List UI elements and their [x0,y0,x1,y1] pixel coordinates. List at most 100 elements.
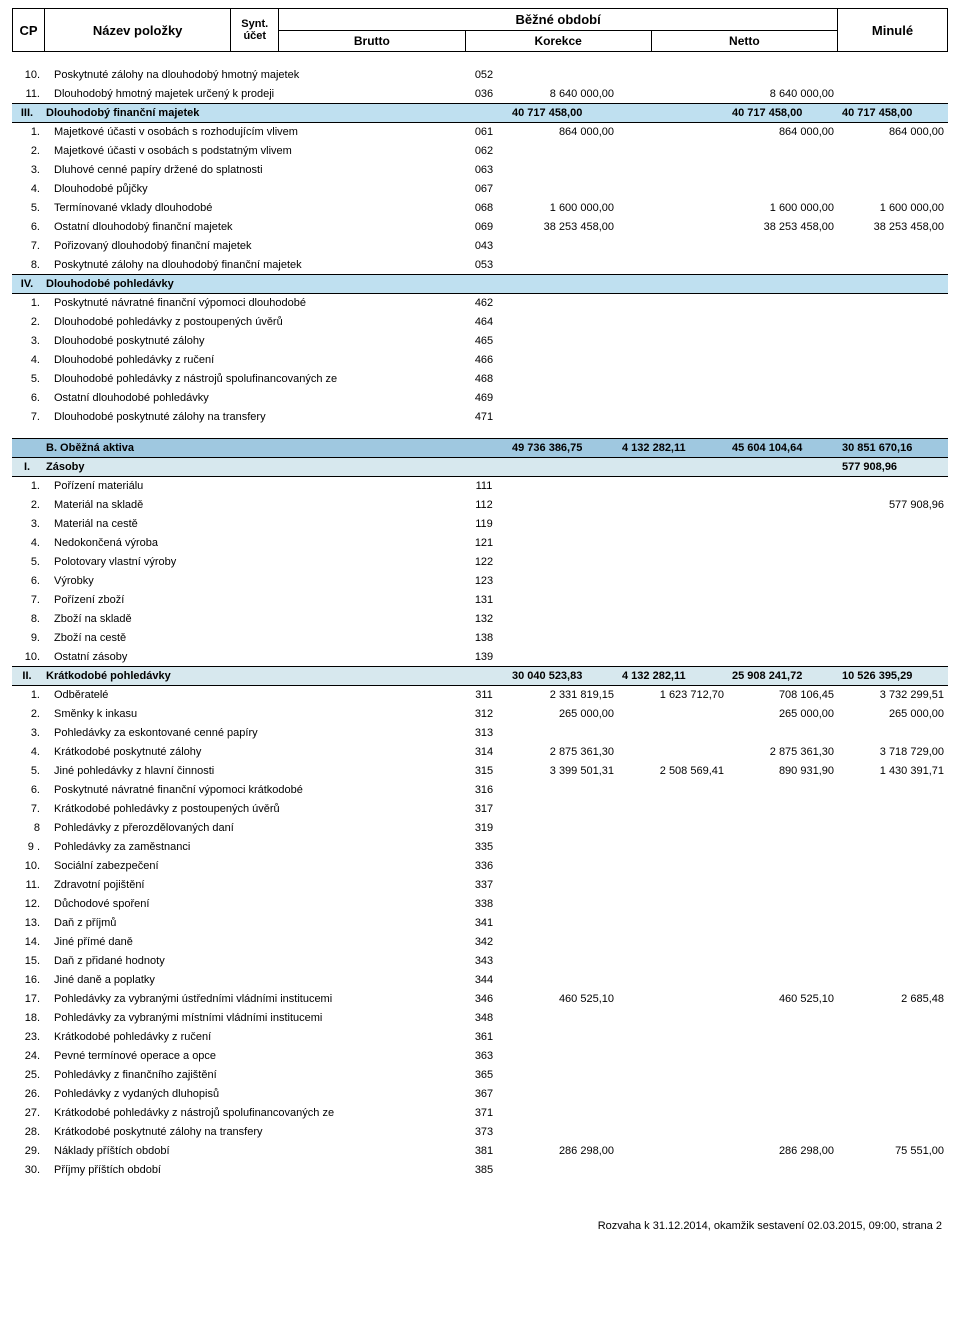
synt-line2: účet [235,30,274,42]
row-netto [728,1104,838,1123]
row-acct: 138 [460,629,508,648]
row-netto [728,332,838,351]
row-netto [728,1161,838,1180]
row-minule [838,370,948,389]
row-minule [838,313,948,332]
row-brutto [508,1047,618,1066]
row-number: 27. [12,1104,42,1123]
row-acct: 043 [460,237,508,256]
row-label: Pohledávky z přerozdělovaných daní [50,819,460,838]
row-number: 29. [12,1142,42,1161]
section-brutto [508,458,618,477]
section-acct [460,458,508,477]
row-number: 3. [12,515,42,534]
row-minule [838,180,948,199]
row-acct: 338 [460,895,508,914]
row-number: 10. [12,66,42,85]
section-roman: II. [12,667,42,686]
section-brutto: 40 717 458,00 [508,104,618,123]
row-brutto [508,1028,618,1047]
table-row: 6.Poskytnuté návratné finanční výpomoci … [12,781,948,800]
row-label: Příjmy příštích období [50,1161,460,1180]
section-roman: IV. [12,275,42,294]
table-row: 14.Jiné přímé daně342 [12,933,948,952]
row-label: Pohledávky za vybranými místními vládním… [50,1009,460,1028]
row-number: 3. [12,724,42,743]
row-minule [838,1066,948,1085]
row-acct: 363 [460,1047,508,1066]
row-brutto [508,515,618,534]
row-acct: 112 [460,496,508,515]
section-minule: 10 526 395,29 [838,667,948,686]
table-row: 2.Materiál na skladě112577 908,96 [12,496,948,515]
table-row: 4.Dlouhodobé pohledávky z ručení466 [12,351,948,370]
table-row: 10.Poskytnuté zálohy na dlouhodobý hmotn… [12,66,948,85]
row-netto [728,142,838,161]
row-number: 10. [12,857,42,876]
section-row: B. Oběžná aktiva49 736 386,754 132 282,1… [12,439,948,458]
row-netto [728,294,838,313]
section-netto: 45 604 104,64 [728,439,838,458]
section-minule: 577 908,96 [838,458,948,477]
row-number: 9. [12,629,42,648]
row-netto: 708 106,45 [728,686,838,705]
table-row: 6.Výrobky123 [12,572,948,591]
row-label: Termínované vklady dlouhodobé [50,199,460,218]
row-brutto [508,408,618,427]
table-row: 4.Nedokončená výroba121 [12,534,948,553]
row-minule [838,553,948,572]
row-brutto [508,1066,618,1085]
row-acct: 464 [460,313,508,332]
row-label: Daň z přidané hodnoty [50,952,460,971]
row-number: 7. [12,800,42,819]
table-row: 5.Dlouhodobé pohledávky z nástrojů spolu… [12,370,948,389]
row-brutto [508,180,618,199]
table-row: 18.Pohledávky za vybranými místními vlád… [12,1009,948,1028]
row-minule [838,629,948,648]
row-korekce [618,952,728,971]
table-row: 10.Sociální zabezpečení336 [12,857,948,876]
row-brutto: 1 600 000,00 [508,199,618,218]
row-label: Důchodové spoření [50,895,460,914]
report-header-table: CP Název položky Synt. účet Běžné období… [12,8,948,52]
row-minule [838,256,948,275]
row-brutto [508,553,618,572]
row-korekce [618,800,728,819]
row-brutto [508,294,618,313]
row-label: Dluhové cenné papíry držené do splatnost… [50,161,460,180]
table-row: 7.Dlouhodobé poskytnuté zálohy na transf… [12,408,948,427]
row-netto [728,800,838,819]
row-netto [728,351,838,370]
table-row: 4.Krátkodobé poskytnuté zálohy3142 875 3… [12,743,948,762]
row-minule: 265 000,00 [838,705,948,724]
table-row: 1.Pořízení materiálu111 [12,477,948,496]
row-acct: 139 [460,648,508,667]
row-label: Dlouhodobé pohledávky z ručení [50,351,460,370]
row-minule: 1 430 391,71 [838,762,948,781]
section-korekce: 4 132 282,11 [618,667,728,686]
section-minule [838,275,948,294]
row-minule [838,1047,948,1066]
row-number: 7. [12,408,42,427]
table-row: 8Pohledávky z přerozdělovaných daní319 [12,819,948,838]
table-row: 9 .Pohledávky za zaměstnanci335 [12,838,948,857]
row-netto: 1 600 000,00 [728,199,838,218]
row-korekce [618,408,728,427]
row-brutto [508,610,618,629]
row-label: Materiál na cestě [50,515,460,534]
row-brutto [508,800,618,819]
row-label: Pohledávky z finančního zajištění [50,1066,460,1085]
row-netto [728,534,838,553]
row-number: 1. [12,686,42,705]
row-korekce [618,648,728,667]
row-korekce [618,781,728,800]
row-acct: 061 [460,123,508,142]
row-minule [838,857,948,876]
table-row: 7.Pořizovaný dlouhodobý finanční majetek… [12,237,948,256]
row-brutto [508,971,618,990]
table-row: 2.Směnky k inkasu312265 000,00265 000,00… [12,705,948,724]
row-korekce [618,895,728,914]
row-acct: 062 [460,142,508,161]
row-label: Krátkodobé poskytnuté zálohy na transfer… [50,1123,460,1142]
row-label: Polotovary vlastní výroby [50,553,460,572]
